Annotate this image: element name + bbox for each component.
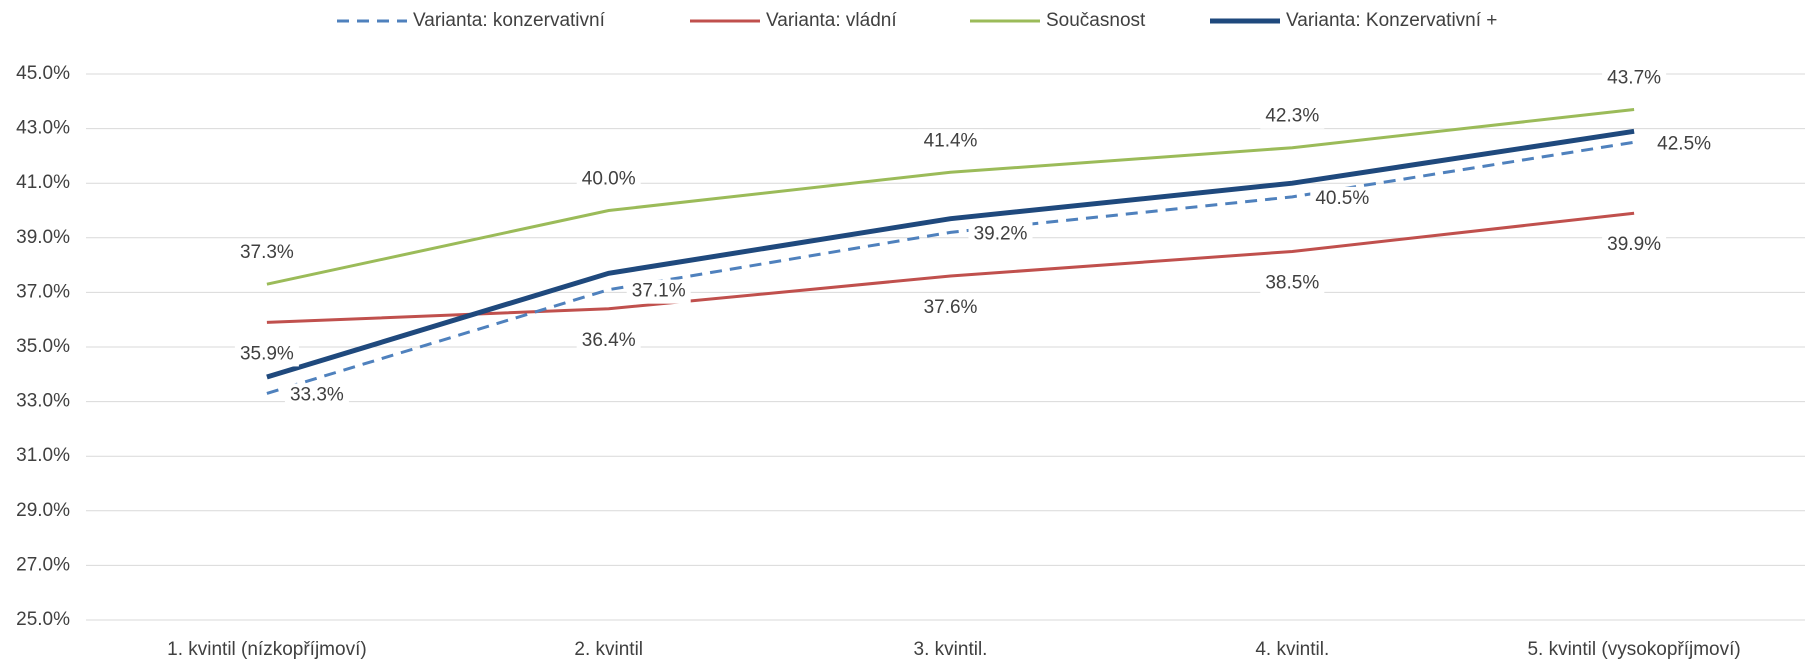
y-tick-label: 29.0%: [16, 500, 70, 521]
data-label: 35.9%: [240, 343, 294, 364]
y-tick-label: 35.0%: [16, 336, 70, 357]
x-tick-label: 4. kvintil.: [1255, 639, 1329, 660]
data-label: 40.5%: [1315, 188, 1369, 209]
data-label: 42.5%: [1657, 133, 1711, 154]
legend-label: Současnost: [1046, 10, 1146, 31]
series-line: [266, 211, 1635, 324]
y-tick-label: 37.0%: [16, 281, 70, 302]
data-label: 36.4%: [582, 330, 636, 351]
data-label: 43.7%: [1607, 68, 1661, 89]
label-bg: [1260, 271, 1325, 296]
label-bg: [284, 383, 349, 408]
y-tick-label: 25.0%: [16, 609, 70, 630]
label-bg: [576, 328, 641, 353]
y-tick-label: 27.0%: [16, 554, 70, 575]
label-bg: [1260, 104, 1325, 129]
label-bg: [918, 129, 983, 154]
x-tick-label: 2. kvintil: [574, 639, 643, 660]
x-tick-label: 1. kvintil (nízkopříjmoví): [167, 639, 367, 660]
label-bg: [968, 222, 1033, 247]
y-tick-label: 39.0%: [16, 227, 70, 248]
series-line: [266, 128, 1635, 380]
label-bg: [1652, 132, 1717, 157]
label-bg: [918, 296, 983, 321]
y-tick-label: 33.0%: [16, 391, 70, 412]
label-bg: [1602, 233, 1667, 258]
y-tick-label: 31.0%: [16, 445, 70, 466]
data-label: 39.2%: [974, 223, 1028, 244]
data-label: 41.4%: [924, 130, 978, 151]
data-label: 38.5%: [1265, 272, 1319, 293]
data-label: 37.3%: [240, 242, 294, 263]
label-bg: [1602, 66, 1667, 91]
label-bg: [576, 167, 641, 192]
label-bg: [234, 342, 299, 367]
data-label: 37.1%: [632, 281, 686, 302]
y-tick-label: 45.0%: [16, 63, 70, 84]
legend-label: Varianta: Konzervativní +: [1286, 10, 1497, 31]
data-label: 42.3%: [1265, 106, 1319, 127]
data-label: 39.9%: [1607, 234, 1661, 255]
label-bg: [626, 279, 691, 304]
data-label: 33.3%: [290, 384, 344, 405]
y-tick-label: 43.0%: [16, 118, 70, 139]
data-label: 37.6%: [924, 297, 978, 318]
y-tick-label: 41.0%: [16, 172, 70, 193]
legend-label: Varianta: vládní: [766, 10, 897, 31]
legend-label: Varianta: konzervativní: [413, 10, 606, 31]
series-line: [266, 140, 1635, 395]
label-bg: [1310, 186, 1375, 211]
label-bg: [234, 241, 299, 266]
data-label: 40.0%: [582, 169, 636, 190]
series-line: [266, 107, 1635, 286]
x-tick-label: 5. kvintil (vysokopříjmoví): [1527, 639, 1740, 660]
x-tick-label: 3. kvintil.: [914, 639, 988, 660]
